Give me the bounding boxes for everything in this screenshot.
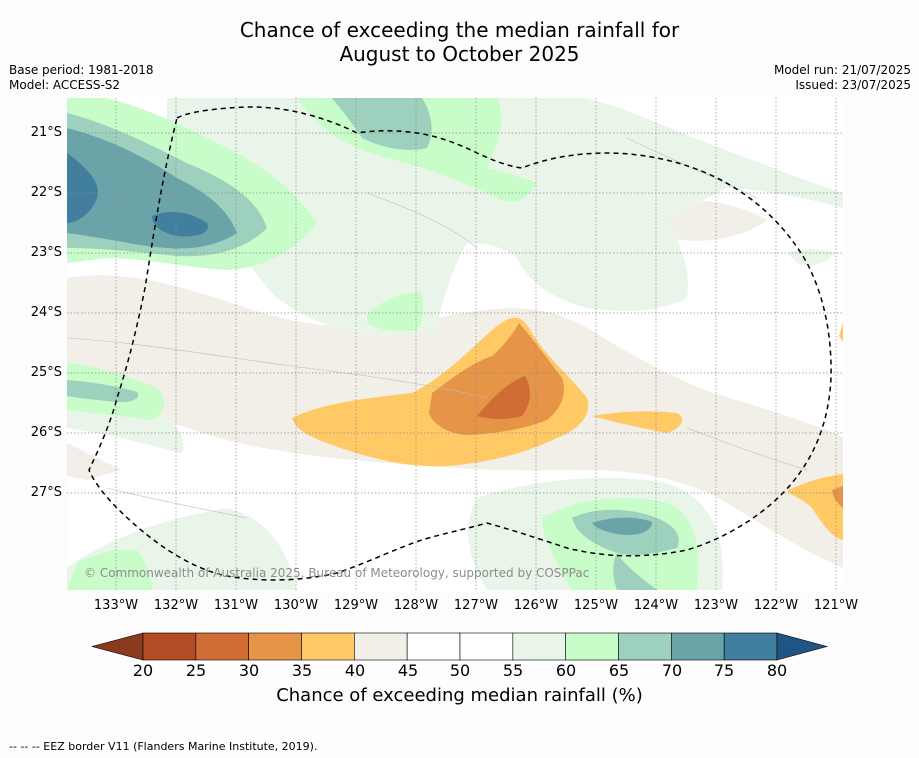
- model-name: Model: ACCESS-S2: [9, 78, 121, 92]
- colorbar: [90, 632, 829, 661]
- title-line-1: Chance of exceeding the median rainfall …: [239, 18, 680, 42]
- lon-label-128w: 128°W: [393, 598, 439, 613]
- green-pale-center: [367, 292, 424, 332]
- green-mid-south: [572, 509, 679, 590]
- lon-label-132w: 132°W: [153, 598, 199, 613]
- lon-label-121w: 121°W: [813, 598, 859, 613]
- yellow-east-edge: [839, 323, 843, 342]
- orange-central: [429, 323, 564, 435]
- colorbar-swatch: [512, 632, 566, 661]
- model-run: Model run: 21/07/2025: [773, 63, 911, 77]
- colorbar-tick-20: 20: [132, 661, 154, 680]
- yellow-se: [787, 474, 843, 540]
- lon-label-126w: 126°W: [513, 598, 559, 613]
- colorbar-swatch: [301, 632, 355, 661]
- lon-label-122w: 122°W: [753, 598, 799, 613]
- lon-label-123w: 123°W: [693, 598, 739, 613]
- colorbar-arrow-high: [776, 632, 829, 661]
- colorbar-swatch: [723, 632, 778, 661]
- map-panel: © Commonwealth of Australia 2025, Bureau…: [67, 98, 843, 590]
- lat-label-27s: 27°S: [30, 485, 62, 500]
- lon-label-124w: 124°W: [633, 598, 679, 613]
- colorbar-tick-65: 65: [608, 661, 630, 680]
- orange-se: [832, 486, 843, 508]
- green-mid-west-mid: [67, 380, 139, 403]
- colorbar-tick-45: 45: [397, 661, 419, 680]
- lat-label-23s: 23°S: [30, 245, 62, 260]
- green-mid-north: [332, 98, 432, 150]
- teal-south: [592, 517, 652, 535]
- blue-west: [67, 153, 98, 223]
- lat-label-22s: 22°S: [30, 185, 62, 200]
- base-period: Base period: 1981-2018: [9, 63, 154, 77]
- lat-label-26s: 26°S: [30, 425, 62, 440]
- colorbar-swatch: [195, 632, 249, 661]
- lon-label-130w: 130°W: [273, 598, 319, 613]
- colorbar-tick-75: 75: [713, 661, 735, 680]
- colorbar-swatch: [565, 632, 619, 661]
- blue-west-2: [152, 212, 208, 237]
- lon-label-129w: 129°W: [333, 598, 379, 613]
- lon-label-125w: 125°W: [573, 598, 619, 613]
- meta-right: Model run: 21/07/2025 Issued: 23/07/2025: [774, 63, 911, 93]
- colorbar-label: Chance of exceeding median rainfall (%): [276, 685, 643, 706]
- colorbar-swatch: [671, 632, 725, 661]
- colorbar-tick-25: 25: [185, 661, 207, 680]
- colorbar-swatch: [354, 632, 408, 661]
- colorbar-tick-35: 35: [291, 661, 313, 680]
- colorbar-swatch: [142, 632, 197, 661]
- lat-label-25s: 25°S: [30, 365, 62, 380]
- lat-label-24s: 24°S: [30, 305, 62, 320]
- meta-left: Base period: 1981-2018 Model: ACCESS-S2: [9, 63, 154, 93]
- tan-band-left-bottom: [67, 443, 122, 480]
- lat-label-21s: 21°S: [30, 125, 62, 140]
- green-light-north: [167, 98, 843, 337]
- yellow-east-streak: [592, 411, 683, 433]
- colorbar-tick-55: 55: [502, 661, 524, 680]
- copyright-note: © Commonwealth of Australia 2025, Bureau…: [84, 566, 590, 580]
- colorbar-arrow-low: [90, 632, 144, 661]
- colorbar-tick-60: 60: [555, 661, 577, 680]
- rainfall-contour-map: [67, 98, 843, 590]
- colorbar-tick-40: 40: [344, 661, 366, 680]
- orange-dark-central: [477, 376, 530, 419]
- title-line-2: August to October 2025: [339, 42, 580, 66]
- colorbar-swatch: [459, 632, 514, 661]
- issued-date: Issued: 23/07/2025: [795, 78, 911, 92]
- map-title: Chance of exceeding the median rainfall …: [0, 18, 919, 66]
- colorbar-swatch: [618, 632, 672, 661]
- colorbar-tick-80: 80: [766, 661, 788, 680]
- green-pale-sw: [67, 549, 152, 590]
- tan-blob-east: [654, 200, 767, 241]
- lon-label-133w: 133°W: [93, 598, 139, 613]
- lon-label-131w: 131°W: [213, 598, 259, 613]
- colorbar-tick-30: 30: [238, 661, 260, 680]
- colorbar-swatch: [406, 632, 461, 661]
- eez-legend-note: -- -- -- EEZ border V11 (Flanders Marine…: [9, 740, 318, 753]
- colorbar-swatch: [248, 632, 302, 661]
- eez-border: [88, 106, 832, 581]
- colorbar-tick-70: 70: [661, 661, 683, 680]
- lon-label-127w: 127°W: [453, 598, 499, 613]
- colorbar-tick-50: 50: [449, 661, 471, 680]
